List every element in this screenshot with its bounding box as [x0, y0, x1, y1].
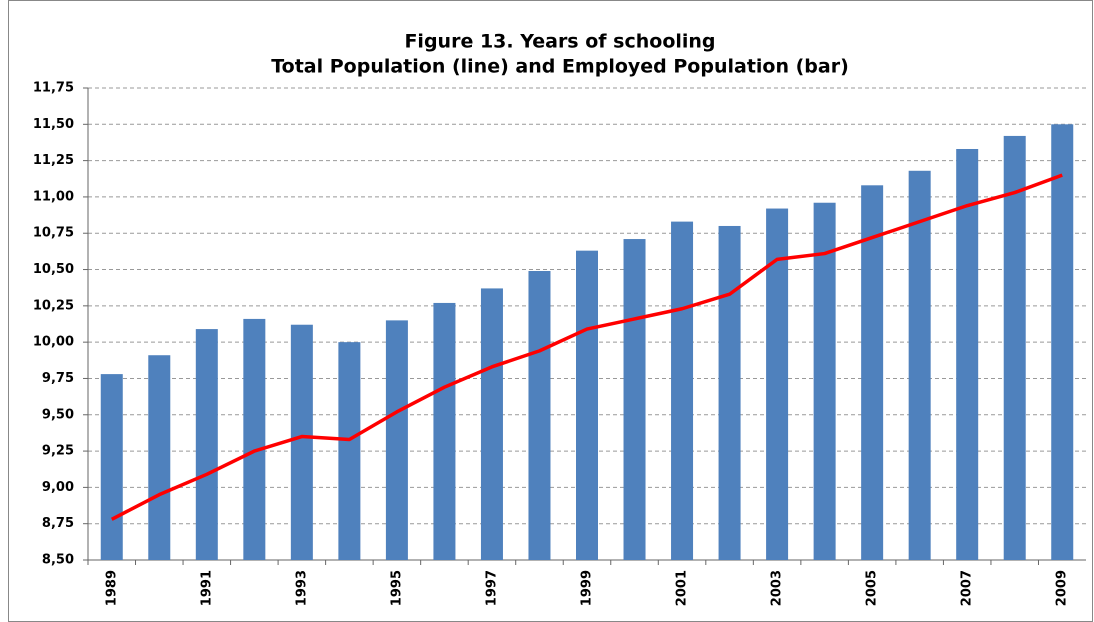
bar [813, 202, 836, 561]
x-tick-label: 2007 [960, 570, 975, 606]
bar [480, 288, 503, 560]
bar [195, 329, 218, 560]
bar [290, 324, 313, 560]
x-tick-label: 1993 [294, 570, 309, 606]
bar [861, 185, 884, 560]
y-tick-label: 11,25 [33, 153, 74, 168]
y-tick-label: 10,25 [33, 298, 74, 313]
x-tick-label: 1991 [199, 570, 214, 606]
chart-title: Figure 13. Years of schooling [404, 31, 715, 53]
bar [100, 374, 123, 560]
line [110, 173, 1063, 521]
y-tick-label: 8,75 [42, 516, 74, 531]
bar [1003, 135, 1026, 560]
x-tick-label: 1989 [104, 570, 119, 606]
y-tick-label: 10,50 [33, 262, 74, 277]
bar [623, 239, 646, 561]
y-tick-label: 9,75 [42, 371, 74, 386]
y-tick-label: 9,25 [42, 444, 74, 459]
bar [433, 302, 456, 560]
y-tick-label: 10,75 [33, 226, 74, 241]
x-tick-label: 2003 [770, 570, 785, 606]
bar [148, 355, 171, 560]
y-tick-label: 10,00 [33, 335, 74, 350]
y-tick-label: 8,50 [42, 553, 74, 568]
bar [718, 225, 741, 560]
x-tick-label: 2005 [865, 570, 880, 606]
bar [385, 320, 408, 560]
y-tick-label: 11,00 [33, 189, 74, 204]
y-tick-label: 11,50 [33, 117, 74, 132]
x-tick-label: 1995 [389, 570, 404, 606]
y-tick-label: 9,00 [42, 480, 74, 495]
bar [1051, 124, 1074, 561]
y-tick-label: 11,75 [33, 81, 74, 96]
x-tick-label: 1997 [484, 570, 499, 606]
bar [528, 270, 551, 560]
x-tick-label: 2001 [675, 570, 690, 606]
bar [243, 318, 266, 560]
bar [956, 148, 979, 560]
y-tick-label: 9,50 [42, 407, 74, 422]
bar [671, 221, 694, 560]
bar [908, 170, 931, 560]
x-tick-label: 1999 [580, 570, 595, 606]
chart-subtitle: Total Population (line) and Employed Pop… [271, 56, 849, 78]
bar [576, 250, 598, 561]
bar [338, 342, 361, 560]
x-tick-label: 2009 [1055, 570, 1070, 606]
bar [766, 208, 789, 560]
